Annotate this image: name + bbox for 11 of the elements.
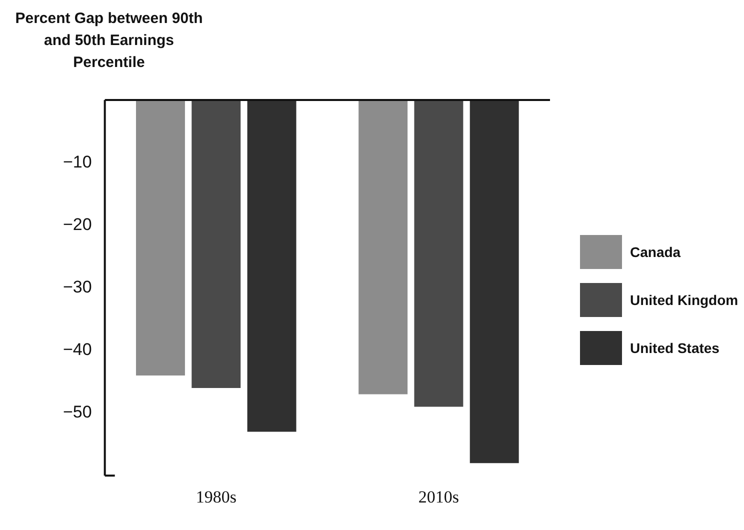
- text: United Kingdom: [630, 292, 738, 308]
- y-tick-label: −10: [62, 152, 92, 172]
- x-tick-label: 1980s: [196, 487, 236, 506]
- text: Canada: [630, 244, 681, 260]
- y-tick-label: −50: [62, 402, 92, 422]
- y-axis-title: Percent Gap between 90th and 50th Earnings Percentile: [14, 9, 204, 73]
- text: United States: [630, 340, 720, 356]
- y-tick-label: −20: [62, 214, 92, 234]
- y-tick-label: −30: [62, 277, 92, 296]
- y-tick-label: −40: [62, 340, 92, 360]
- x-tick-label: 2010s: [418, 487, 460, 506]
